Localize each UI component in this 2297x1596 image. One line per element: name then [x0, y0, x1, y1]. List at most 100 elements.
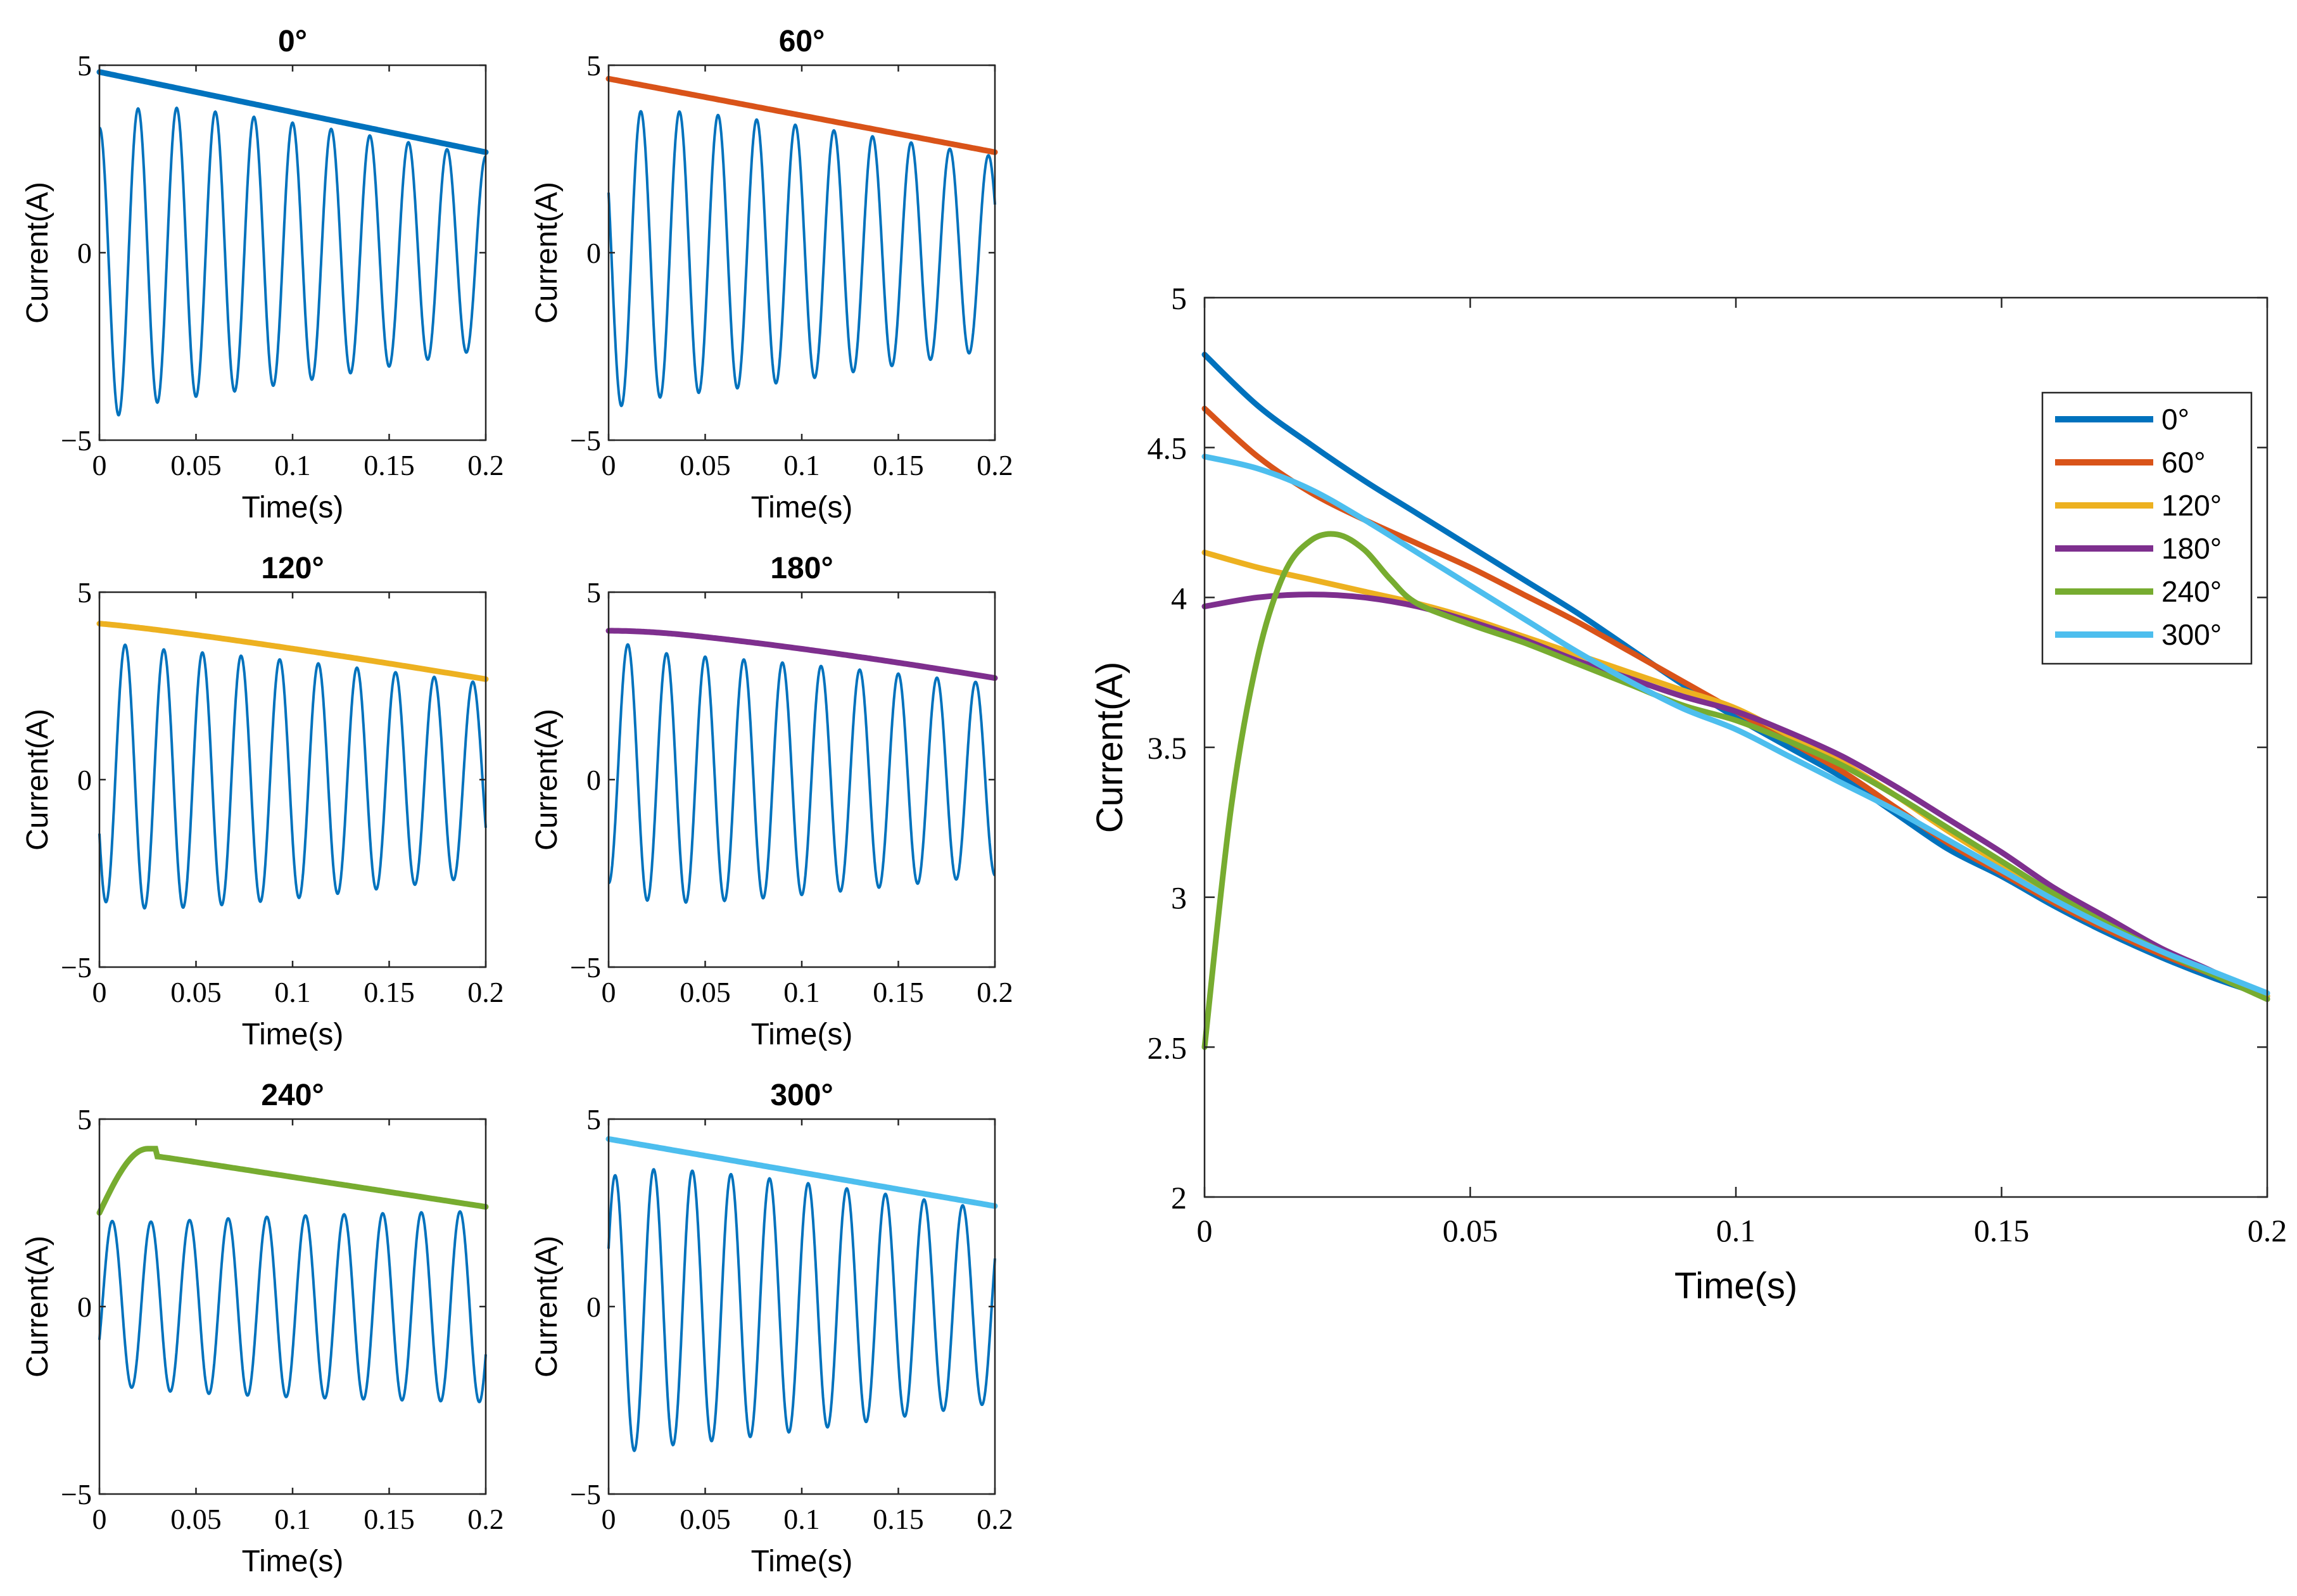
y-tick-label: 0 [77, 237, 92, 269]
phase-current-line [607, 110, 996, 407]
x-tick-label: 0.05 [170, 449, 222, 481]
envelope-line [96, 69, 489, 155]
phase-current-line [607, 1168, 996, 1452]
x-tick-label: 0.2 [2248, 1213, 2288, 1248]
x-tick-label: 0.15 [873, 976, 924, 1008]
x-tick-label: 0 [92, 449, 107, 481]
series-line-240deg [1201, 531, 2270, 1050]
x-tick-label: 0.2 [977, 1503, 1013, 1535]
y-tick-label: 5 [1171, 281, 1187, 316]
x-tick-label: 0.1 [1716, 1213, 1756, 1248]
envelope-line [605, 628, 998, 681]
x-tick-label: 0 [602, 449, 616, 481]
x-axis-label: Time(s) [751, 491, 853, 524]
y-tick-label: 0 [586, 237, 601, 269]
x-axis-label: Time(s) [242, 491, 344, 524]
legend-label: 0° [2161, 403, 2189, 436]
y-tick-label: 5 [77, 1103, 92, 1136]
y-tick-label: 2 [1171, 1180, 1187, 1215]
phase-current-line [98, 643, 487, 910]
series-line-180deg [1201, 592, 2270, 1003]
y-tick-label: 3.5 [1148, 730, 1187, 766]
y-axis-label: Current(A) [1089, 662, 1130, 833]
legend-label: 60° [2161, 446, 2206, 479]
y-tick-label: 0 [77, 764, 92, 796]
x-tick-label: 0.05 [170, 1503, 222, 1535]
y-tick-label: 2.5 [1148, 1030, 1187, 1065]
y-axis-label: Current(A) [21, 709, 54, 851]
x-tick-label: 0.15 [364, 1503, 415, 1535]
x-tick-label: 0.15 [1974, 1213, 2030, 1248]
x-tick-label: 0.15 [364, 449, 415, 481]
x-tick-label: 0.05 [680, 976, 731, 1008]
x-tick-label: 0.1 [783, 449, 820, 481]
x-tick-label: 0.05 [170, 976, 222, 1008]
x-axis-label: Time(s) [751, 1545, 853, 1578]
legend-label: 300° [2161, 618, 2222, 651]
y-tick-label: −5 [570, 1478, 601, 1510]
legend-label: 180° [2161, 532, 2222, 565]
legend-label: 240° [2161, 575, 2222, 608]
x-tick-label: 0.1 [783, 976, 820, 1008]
main-plot: 0 0.05 0.1 0.15 0.2 2 2.5 3 3.5 4 4.5 5 Time(s) Curre… [1089, 281, 2287, 1307]
x-tick-label: 0.2 [467, 449, 504, 481]
envelope-line [96, 1146, 489, 1216]
x-tick-label: 0.15 [364, 976, 415, 1008]
y-tick-label: −5 [61, 951, 92, 984]
x-axis-label: Time(s) [1674, 1265, 1797, 1307]
x-tick-label: 0.05 [680, 1503, 731, 1535]
y-tick-label: 4 [1171, 580, 1187, 616]
x-tick-label: 0 [602, 1503, 616, 1535]
y-axis-label: Current(A) [530, 182, 564, 324]
y-tick-label: 5 [77, 49, 92, 82]
y-axis-label: Current(A) [21, 1236, 54, 1378]
legend: 0° 60° 120° 180° 240° 300° [2041, 391, 2253, 665]
envelope-line [605, 75, 998, 155]
x-tick-label: 0.15 [873, 1503, 924, 1535]
y-tick-label: 0 [77, 1291, 92, 1323]
x-tick-label: 0.1 [274, 976, 311, 1008]
x-axis-label: Time(s) [242, 1545, 344, 1578]
x-tick-label: 0.1 [274, 449, 311, 481]
subplot-title: 0° [278, 25, 307, 58]
x-axis-label: Time(s) [242, 1018, 344, 1051]
y-tick-label: 5 [77, 576, 92, 609]
legend-box [2041, 391, 2253, 665]
x-axis-label: Time(s) [751, 1018, 853, 1051]
x-tick-label: 0.1 [274, 1503, 311, 1535]
x-tick-label: 0.2 [467, 976, 504, 1008]
subplot-title: 60° [779, 25, 825, 58]
x-tick-label: 0 [1197, 1213, 1213, 1248]
y-tick-label: 0 [586, 1291, 601, 1323]
y-tick-label: −5 [61, 1478, 92, 1510]
x-tick-label: 0.2 [977, 449, 1013, 481]
subplot-title: 180° [770, 552, 833, 585]
phase-current-line [98, 1210, 487, 1403]
subplot-title: 240° [261, 1079, 324, 1112]
y-tick-label: 5 [586, 49, 601, 82]
x-tick-label: 0 [602, 976, 616, 1008]
y-tick-label: 5 [586, 576, 601, 609]
y-tick-label: 3 [1171, 880, 1187, 916]
y-tick-label: −5 [570, 424, 601, 457]
x-tick-label: 0.2 [467, 1503, 504, 1535]
legend-label: 120° [2161, 489, 2222, 522]
x-tick-label: 0.15 [873, 449, 924, 481]
y-tick-label: −5 [61, 424, 92, 457]
axes-box [607, 64, 996, 441]
series-line-300deg [1201, 453, 2270, 996]
y-tick-label: −5 [570, 951, 601, 984]
x-tick-label: 0.05 [1443, 1213, 1498, 1248]
x-tick-label: 0 [92, 976, 107, 1008]
phase-current-line [98, 106, 486, 417]
y-axis-label: Current(A) [21, 182, 54, 324]
envelope-line [96, 621, 489, 682]
envelope-line [605, 1136, 998, 1209]
